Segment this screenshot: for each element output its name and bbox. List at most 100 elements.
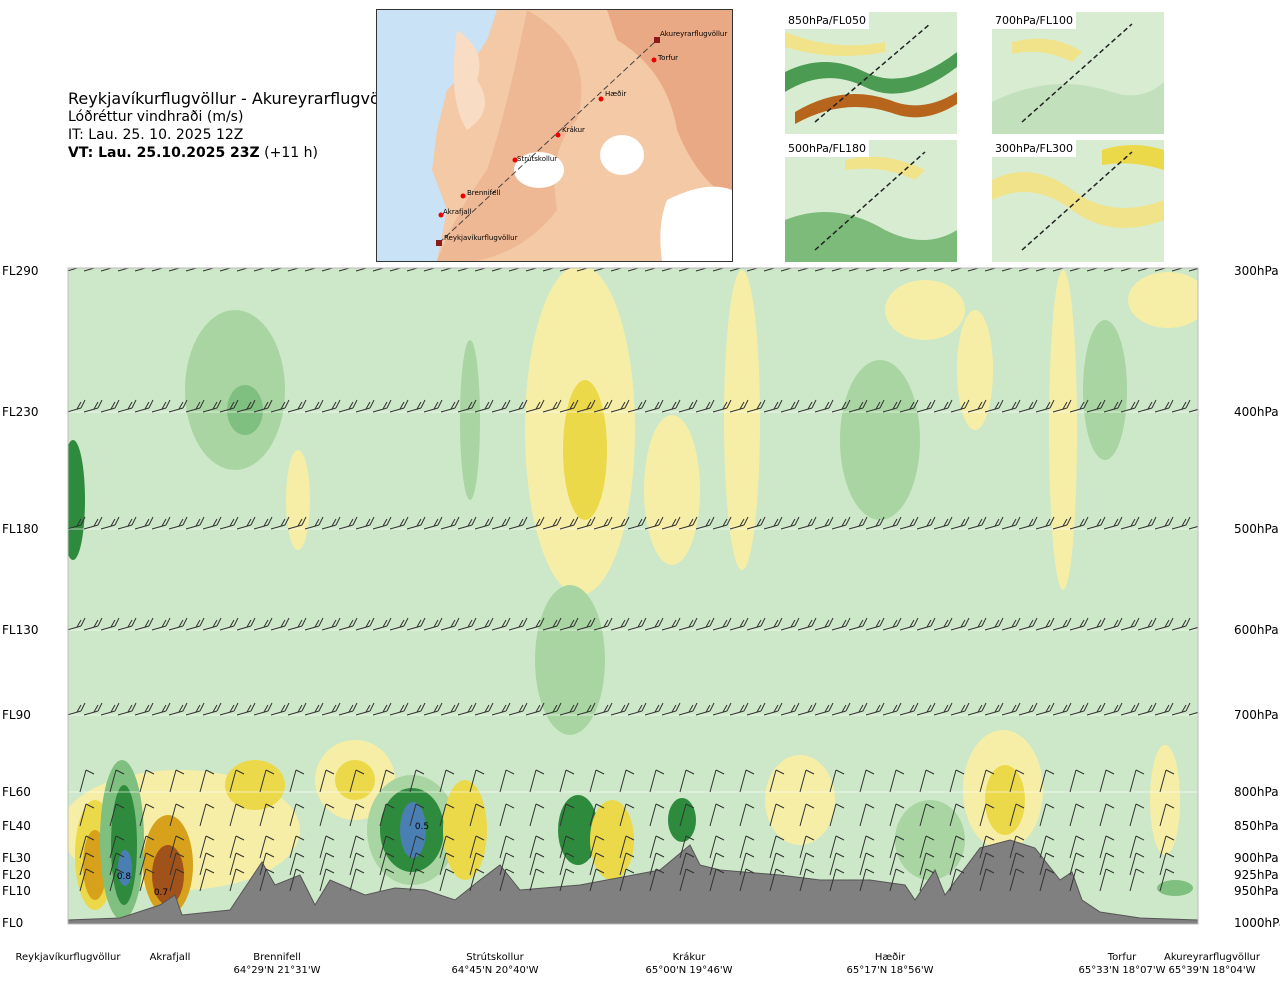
wind-barb	[950, 268, 964, 272]
updraft-core	[985, 765, 1025, 835]
wind-barb	[168, 516, 188, 530]
wind-barb	[797, 617, 817, 631]
wind-barb	[780, 268, 794, 272]
wind-barb	[619, 769, 635, 793]
wind-barb	[372, 399, 392, 413]
wind-barb	[289, 852, 305, 876]
wind-barb	[109, 769, 125, 793]
wind-barb	[423, 268, 437, 272]
wind-barb	[219, 702, 239, 716]
wind-barb	[83, 399, 103, 413]
wind-barb	[1120, 702, 1140, 716]
wind-barb	[117, 399, 137, 413]
wind-barb	[219, 268, 233, 272]
wind-barb	[440, 617, 460, 631]
map-label-krakur: Krákur	[562, 126, 585, 134]
wind-barb	[185, 702, 205, 716]
wind-barb	[899, 268, 913, 272]
wind-barb	[1035, 617, 1055, 631]
updraft-region	[1128, 272, 1198, 328]
wind-barb	[1188, 408, 1198, 413]
wind-barb	[236, 617, 256, 631]
wind-barb	[139, 835, 155, 859]
wind-barb	[559, 835, 575, 859]
wind-barb	[423, 516, 443, 530]
updraft-core	[335, 760, 375, 800]
wind-barb	[1159, 769, 1175, 793]
minimap-300-label: 300hPa/FL300	[992, 140, 1077, 157]
wind-barb	[950, 516, 970, 530]
station-name: Reykjavíkurflugvöllur	[16, 951, 122, 963]
minimap-700-graphic	[992, 12, 1164, 134]
wind-barb	[979, 868, 995, 892]
wind-barb	[168, 617, 188, 631]
station-name: Hæðir	[875, 952, 906, 963]
wind-barb	[439, 835, 455, 859]
wind-barb	[859, 835, 875, 859]
wind-barb	[919, 769, 935, 793]
wind-barb	[199, 803, 215, 827]
station-name: Akrafjall	[150, 952, 191, 963]
wind-barb	[1086, 268, 1100, 272]
station-coordinates: 64°45'N 20°40'W	[452, 965, 539, 976]
wind-barb	[1188, 525, 1198, 530]
wind-barb	[134, 399, 154, 413]
wind-barb	[109, 868, 125, 892]
wind-barb	[457, 399, 477, 413]
wind-barb	[100, 617, 120, 631]
wind-barb	[780, 702, 800, 716]
wind-barb	[859, 868, 875, 892]
wind-barb	[949, 803, 965, 827]
wind-barb	[763, 516, 783, 530]
wind-barb	[109, 835, 125, 859]
wind-barb	[199, 769, 215, 793]
wind-barb	[321, 702, 341, 716]
wind-barb	[661, 516, 681, 530]
wind-barb	[529, 803, 545, 827]
wind-barb	[185, 516, 205, 530]
wind-barb	[769, 852, 785, 876]
wind-barb	[236, 516, 256, 530]
wind-barb	[253, 516, 273, 530]
wind-barb	[848, 516, 868, 530]
wind-barb	[253, 702, 273, 716]
wind-barb	[100, 268, 114, 272]
wind-barb	[1159, 852, 1175, 876]
wind-barb	[349, 852, 365, 876]
wind-barb	[797, 516, 817, 530]
wind-barb	[865, 268, 879, 272]
wind-barb	[50, 259, 68, 271]
wind-barb	[865, 516, 885, 530]
wind-barb	[746, 702, 766, 716]
wind-barb	[739, 868, 755, 892]
wind-barb	[814, 617, 834, 631]
wind-barb	[79, 803, 95, 827]
station-name: Akureyrarflugvöllur	[1164, 952, 1261, 963]
wind-barb	[678, 268, 692, 272]
minimap-500-graphic	[785, 140, 957, 262]
variable-label: Lóðréttur vindhraði (m/s)	[68, 109, 244, 125]
downdraft-core	[558, 795, 598, 865]
wind-barb	[406, 516, 426, 530]
wind-barb	[151, 516, 171, 530]
downdraft-region	[1083, 320, 1127, 460]
wind-barb	[372, 516, 392, 530]
wind-barb	[79, 769, 95, 793]
wind-barb	[491, 268, 505, 272]
wind-barb	[889, 835, 905, 859]
wind-barb	[619, 868, 635, 892]
wind-barb	[1001, 617, 1021, 631]
wind-barb	[829, 769, 845, 793]
station-coordinates: 65°00'N 19°46'W	[646, 965, 733, 976]
wind-barb	[270, 516, 290, 530]
wind-barb	[882, 702, 902, 716]
wind-barb	[321, 516, 341, 530]
wind-barb	[1137, 399, 1157, 413]
wind-barb	[134, 617, 154, 631]
wind-barb	[109, 803, 125, 827]
wind-barb	[799, 769, 815, 793]
wind-barb	[679, 769, 695, 793]
wind-barb	[1120, 516, 1140, 530]
wind-barb	[709, 868, 725, 892]
downdraft-core	[111, 785, 137, 905]
